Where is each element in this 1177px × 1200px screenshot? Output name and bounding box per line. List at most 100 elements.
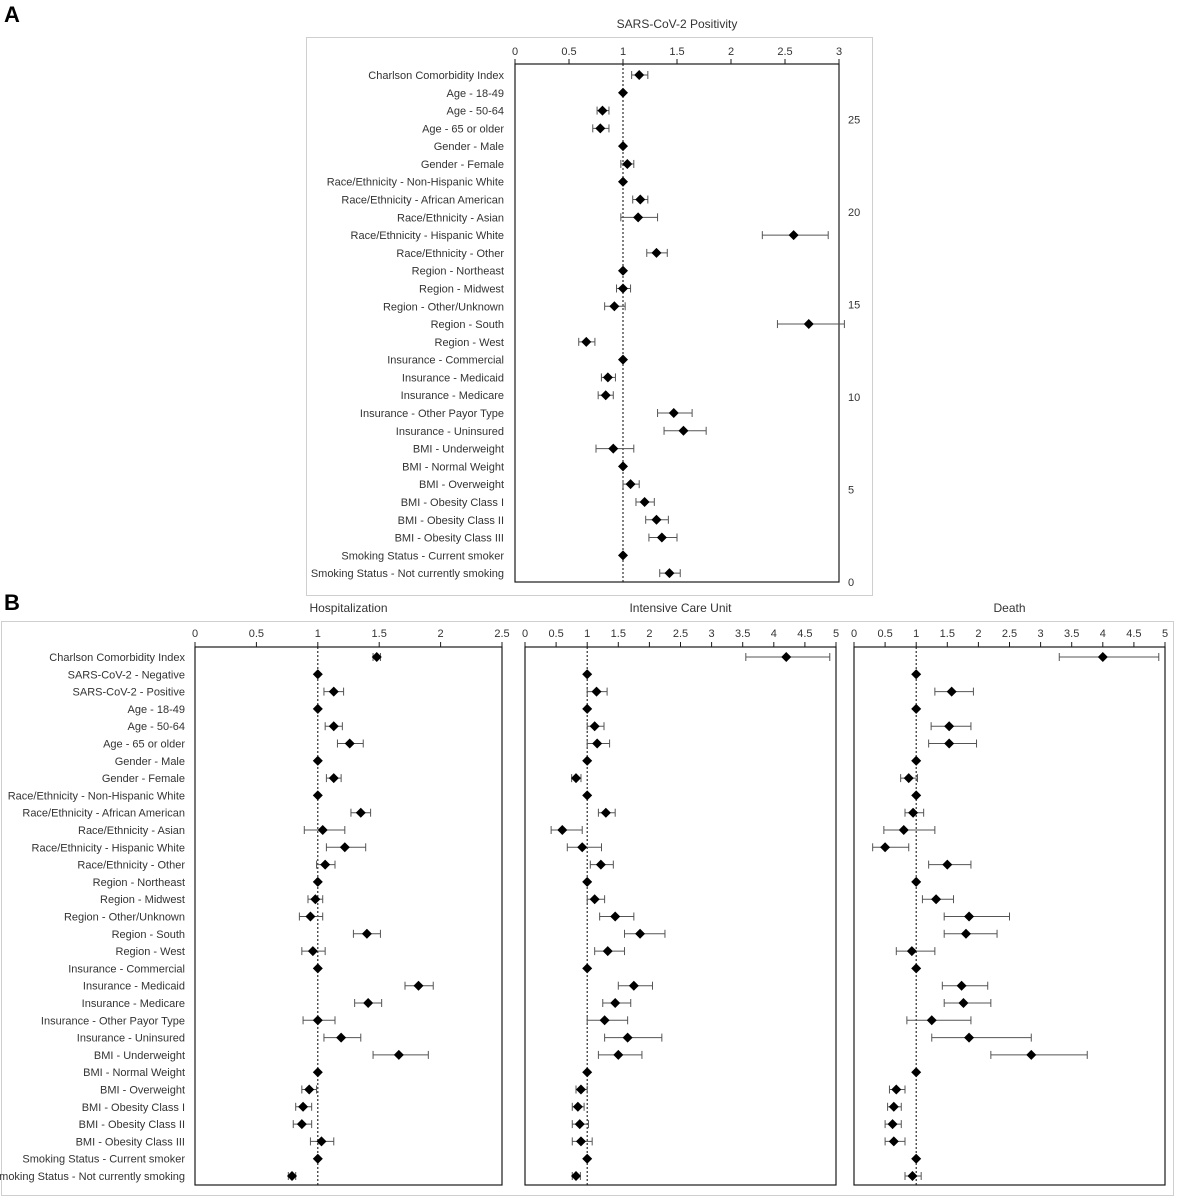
chart-4-point-estimate: [908, 807, 919, 818]
chart-1-row-label: Age - 65 or older: [422, 123, 504, 135]
chart-2-point-estimate: [304, 1084, 315, 1095]
chart-3-plot-box: [524, 646, 837, 1186]
chart-3-point-estimate: [582, 755, 593, 766]
chart-1-xtick-label: 3: [836, 46, 842, 58]
chart-2-point-estimate: [328, 686, 339, 697]
chart-3-point-estimate: [582, 1153, 593, 1164]
chart-3-xtick-label: 1.5: [611, 628, 626, 640]
chart-1-row-label: Race/Ethnicity - Asian: [397, 212, 504, 224]
chart-1-point-estimate: [608, 443, 619, 454]
chart-4-xtick-label: 0.5: [877, 628, 892, 640]
chart-1-point-estimate: [618, 550, 628, 561]
chart-1-row-label: Gender - Male: [434, 141, 504, 153]
chart-2-row-label: Insurance - Medicare: [82, 998, 185, 1010]
chart-4-point-estimate: [964, 1032, 975, 1043]
chart-2-row-label: Gender - Female: [102, 773, 185, 785]
chart-2-point-estimate: [336, 1032, 347, 1043]
chart-2-xtick-label: 0: [192, 628, 198, 640]
chart-2-row-label: Race/Ethnicity - Asian: [78, 825, 185, 837]
chart-1-right-axis-label: 15: [848, 300, 860, 312]
chart-3-xtick-label: 4.5: [797, 628, 812, 640]
chart-1-row-label: BMI - Obesity Class II: [398, 515, 504, 527]
chart-2-point-estimate: [312, 669, 323, 680]
chart-2-point-estimate: [355, 807, 366, 818]
chart-4-point-estimate: [888, 1136, 899, 1147]
chart-1-right-axis-label: 0: [848, 577, 854, 589]
chart-2-point-estimate: [312, 876, 323, 887]
chart-2-row-label: Insurance - Commercial: [68, 963, 185, 975]
chart-4-point-estimate: [956, 980, 967, 991]
chart-2-plot-box: [194, 646, 503, 1186]
chart-3-xtick-label: 5: [833, 628, 839, 640]
chart-2-point-estimate: [305, 911, 316, 922]
chart-3-point-estimate: [635, 928, 646, 939]
chart-1-row-label: Smoking Status - Current smoker: [341, 550, 504, 562]
chart-4-xtick-label: 1: [913, 628, 919, 640]
chart-4-point-estimate: [944, 721, 955, 732]
chart-1-xtick-label: 2: [728, 46, 734, 58]
chart-3-point-estimate: [613, 1049, 624, 1060]
chart-1-point-estimate: [618, 265, 628, 276]
chart-1-point-estimate: [600, 390, 611, 401]
chart-3-xtick-label: 0: [522, 628, 528, 640]
chart-1-point-estimate: [622, 158, 633, 169]
chart-1-point-estimate: [602, 372, 613, 383]
chart-4-point-estimate: [911, 1153, 922, 1164]
chart-1-point-estimate: [609, 301, 620, 312]
chart-1-point-estimate: [595, 123, 606, 134]
chart-2-point-estimate: [312, 703, 323, 714]
chart-2-point-estimate: [361, 928, 372, 939]
chart-2-row-label: BMI - Obesity Class II: [79, 1119, 185, 1131]
chart-2-row-label: Region - South: [112, 929, 185, 941]
chart-3-point-estimate: [582, 876, 593, 887]
chart-3-point-estimate: [557, 825, 568, 835]
chart-1-row-label: Smoking Status - Not currently smoking: [311, 568, 504, 580]
chart-2-point-estimate: [312, 790, 323, 801]
chart-1-right-axis-label: 20: [848, 207, 860, 219]
chart-4-xtick-label: 5: [1162, 628, 1168, 640]
chart-3-point-estimate: [582, 1067, 593, 1078]
chart-4-xtick-label: 1.5: [940, 628, 955, 640]
chart-2-xtick-label: 2.5: [494, 628, 509, 640]
chart-4-point-estimate: [911, 669, 922, 680]
chart-1-row-label: BMI - Obesity Class I: [401, 497, 504, 509]
chart-1-point-estimate: [618, 87, 628, 98]
chart-3-point-estimate: [589, 894, 600, 905]
chart-1-point-estimate: [581, 336, 592, 347]
chart-4-point-estimate: [903, 773, 914, 784]
chart-3-xtick-label: 2: [646, 628, 652, 640]
chart-2-point-estimate: [296, 1119, 307, 1130]
chart-1-point-estimate: [618, 461, 628, 472]
chart-1-outer-frame: [306, 37, 873, 596]
chart-3-point-estimate: [582, 703, 593, 714]
chart-1-point-estimate: [668, 408, 679, 419]
chart-1-row-label: Insurance - Other Payor Type: [360, 408, 504, 420]
chart-4-point-estimate: [906, 946, 917, 957]
chart-1-xtick-label: 1: [620, 46, 626, 58]
chart-2-point-estimate: [298, 1101, 309, 1112]
chart-1-point-estimate: [788, 230, 799, 241]
chart-2-row-label: SARS-CoV-2 - Negative: [68, 669, 185, 681]
chart-2-row-label: BMI - Obesity Class III: [76, 1136, 185, 1148]
chart-4-point-estimate: [942, 859, 953, 870]
chart-2-row-label: Insurance - Medicaid: [83, 981, 185, 993]
chart-1-xtick-label: 0: [512, 46, 518, 58]
chart-1-right-axis-label: 25: [848, 115, 860, 127]
chart-1-row-label: Race/Ethnicity - Hispanic White: [351, 230, 504, 242]
chart-3-point-estimate: [610, 911, 621, 922]
chart-1-point-estimate: [634, 70, 645, 80]
chart-1-point-estimate: [803, 319, 814, 330]
chart-1-row-label: Race/Ethnicity - Other: [396, 248, 504, 260]
chart-2-point-estimate: [287, 1171, 298, 1181]
chart-1-point-estimate: [618, 283, 628, 294]
chart-2-point-estimate: [310, 894, 321, 905]
chart-3-point-estimate: [595, 859, 606, 870]
chart-3-xtick-label: 3: [709, 628, 715, 640]
chart-4-point-estimate: [960, 928, 971, 939]
chart-4-point-estimate: [911, 1067, 922, 1078]
chart-2-row-label: Region - Midwest: [100, 894, 185, 906]
chart-3-point-estimate: [582, 963, 593, 974]
chart-2-row-label: Smoking Status - Not currently smoking: [0, 1171, 185, 1183]
chart-2-point-estimate: [317, 825, 328, 835]
